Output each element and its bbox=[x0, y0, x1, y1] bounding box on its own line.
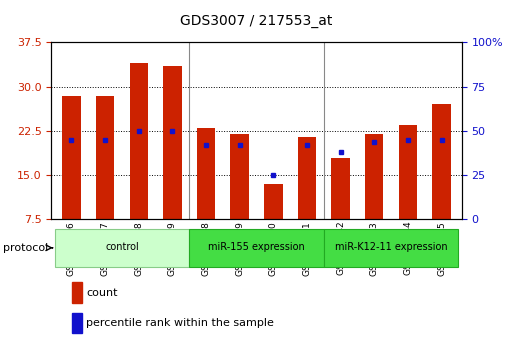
Bar bbox=[298, 137, 316, 219]
Text: protocol: protocol bbox=[3, 243, 48, 253]
Bar bbox=[62, 96, 81, 219]
Bar bbox=[399, 125, 417, 219]
Text: percentile rank within the sample: percentile rank within the sample bbox=[86, 318, 274, 328]
Text: count: count bbox=[86, 288, 117, 298]
Bar bbox=[197, 128, 215, 219]
Bar bbox=[96, 96, 114, 219]
Bar bbox=[365, 134, 384, 219]
Text: GDS3007 / 217553_at: GDS3007 / 217553_at bbox=[180, 14, 333, 28]
Bar bbox=[72, 282, 82, 303]
Bar bbox=[432, 104, 451, 219]
Text: miR-K12-11 expression: miR-K12-11 expression bbox=[335, 242, 447, 252]
Bar bbox=[163, 66, 182, 219]
Bar bbox=[189, 229, 324, 267]
Bar bbox=[55, 229, 189, 267]
Bar bbox=[331, 158, 350, 219]
Bar bbox=[324, 229, 458, 267]
Bar bbox=[72, 313, 82, 333]
Text: control: control bbox=[105, 242, 139, 252]
Bar bbox=[230, 134, 249, 219]
Bar bbox=[264, 184, 283, 219]
Text: miR-155 expression: miR-155 expression bbox=[208, 242, 305, 252]
Bar bbox=[129, 63, 148, 219]
